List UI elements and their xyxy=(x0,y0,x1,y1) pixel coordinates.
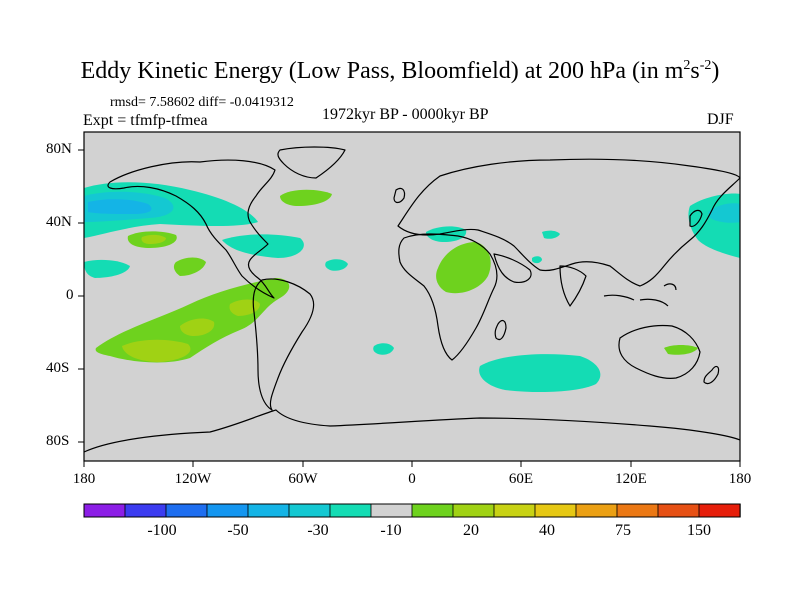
colorbar-swatch xyxy=(124,503,167,518)
colorbar-swatch xyxy=(575,503,618,518)
season-label: DJF xyxy=(707,111,734,128)
coastline-arabia xyxy=(493,253,532,283)
lon-label-60w: 60W xyxy=(288,471,318,487)
coastline-uk xyxy=(393,187,406,204)
negative-anomaly-indian-ocean xyxy=(479,354,601,392)
lon-label-60e: 60E xyxy=(508,471,534,487)
coastline-antarctica xyxy=(83,409,741,453)
lat-label-80n: 80N xyxy=(46,141,72,157)
colorbar-label: 75 xyxy=(615,522,631,539)
stats-text: rmsd= 7.58602 diff= -0.0419312 xyxy=(110,95,294,110)
lon-label-120e: 120E xyxy=(615,471,647,487)
colorbar-label: -30 xyxy=(307,522,329,539)
coastline-north-america xyxy=(107,159,276,299)
colorbar-frame xyxy=(83,503,741,518)
map-background xyxy=(84,132,740,461)
coastline-europe-asia xyxy=(397,158,741,287)
plot-title: Eddy Kinetic Energy (Low Pass, Bloomfiel… xyxy=(80,58,720,84)
lat-label-40s: 40S xyxy=(46,360,70,376)
coastline-southeast-asia-islands xyxy=(603,283,677,307)
coastline-south-america xyxy=(252,278,315,411)
positive-anomaly-australia xyxy=(664,345,698,355)
positive-anomaly-north-pacific-core xyxy=(141,234,166,244)
coastline-africa xyxy=(398,233,498,361)
negative-anomaly-east-pacific xyxy=(84,259,130,278)
lon-label-0: 0 xyxy=(408,471,416,487)
colorbar-swatch xyxy=(247,503,290,518)
lon-label-180e: 180 xyxy=(728,471,752,487)
negative-anomaly-west-pacific-core xyxy=(708,203,740,223)
experiment-label: Expt = tfmfp-tfmea xyxy=(83,112,208,129)
negative-anomaly-north-america xyxy=(222,234,304,258)
colorbar-label: -50 xyxy=(227,522,249,539)
colorbar-label: 150 xyxy=(687,522,711,539)
period-label: 1972kyr BP - 0000kyr BP xyxy=(322,106,489,123)
colorbar-swatch xyxy=(616,503,659,518)
positive-anomaly-east-pacific-small xyxy=(173,257,206,276)
colorbar-label: 40 xyxy=(539,522,555,539)
colorbar-label: 20 xyxy=(463,522,479,539)
colorbar xyxy=(83,503,741,518)
colorbar-swatch xyxy=(165,503,208,518)
positive-anomaly-north-atlantic xyxy=(280,189,332,206)
coastline-india xyxy=(559,265,587,307)
colorbar-swatch xyxy=(452,503,495,518)
colorbar-swatch xyxy=(329,503,372,518)
negative-anomaly-south-atlantic xyxy=(373,343,394,355)
lat-label-80s: 80S xyxy=(46,433,70,449)
positive-anomaly-south-pacific-core-2 xyxy=(180,318,215,336)
coastline-australia xyxy=(618,324,701,379)
coastline-japan xyxy=(689,209,703,227)
colorbar-swatch xyxy=(534,503,577,518)
coastline-greenland xyxy=(277,146,346,179)
negative-anomaly-north-pacific-inner xyxy=(88,199,152,214)
positive-anomaly-south-pacific-core-3 xyxy=(229,299,260,316)
coastlines xyxy=(83,146,741,453)
negative-anomaly-arabia xyxy=(532,256,542,264)
positive-anomaly-south-pacific-core-1 xyxy=(122,339,191,362)
colorbar-swatch xyxy=(698,503,741,518)
axis-ticks xyxy=(78,149,741,467)
lon-label-120w: 120W xyxy=(174,471,212,487)
coastline-madagascar xyxy=(494,319,507,341)
colorbar-swatch xyxy=(493,503,536,518)
negative-anomaly-north-africa-west xyxy=(325,259,348,271)
colorbar-swatch xyxy=(657,503,700,518)
negative-anomaly-mediterranean xyxy=(426,226,467,242)
anomaly-contours xyxy=(84,182,740,392)
coastline-new-zealand xyxy=(703,365,720,385)
lat-label-0: 0 xyxy=(66,287,74,303)
negative-anomaly-middle-east xyxy=(542,230,560,239)
lat-label-40n: 40N xyxy=(46,214,72,230)
lon-label-180w: 180 xyxy=(72,471,96,487)
colorbar-swatch xyxy=(370,503,413,518)
colorbar-swatch xyxy=(83,503,126,518)
colorbar-swatch xyxy=(206,503,249,518)
colorbar-label: -100 xyxy=(147,522,177,539)
colorbar-swatch xyxy=(411,503,454,518)
colorbar-label: -10 xyxy=(380,522,402,539)
colorbar-swatch xyxy=(288,503,331,518)
positive-anomaly-africa xyxy=(436,242,491,294)
